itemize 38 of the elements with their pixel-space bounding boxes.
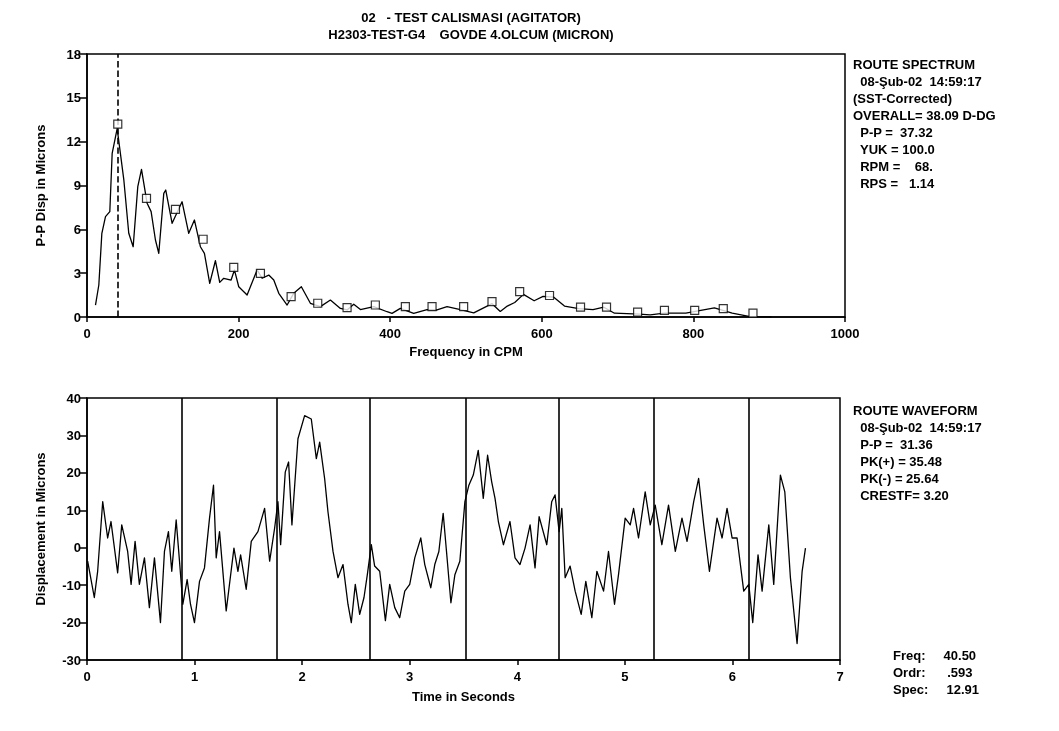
y-axis-title: P-P Disp in Microns [33,124,48,247]
y-tick-label: 3 [73,265,81,281]
x-tick-label: 200 [227,326,250,341]
y-tick-label: 9 [73,178,81,193]
x-tick-label: 2 [298,669,306,684]
y-axis-title: Displacement in Microns [33,452,48,606]
x-tick-label: 3 [406,669,414,684]
x-tick-label: 1 [190,669,199,684]
y-tick-label: -10 [62,577,81,593]
y-tick-label: 0 [73,309,81,325]
y-tick-label: -20 [62,615,81,631]
text: Freq: 40.50 Ordr: .593 Spec: 12.91 [893,648,979,697]
x-tick-label: 0 [83,669,91,684]
x-tick-label: 800 [682,326,705,341]
y-tick-label: 0 [73,540,81,556]
y-tick-label: -30 [62,652,81,668]
x-tick-label: 0 [83,326,91,341]
x-tick-label: 600 [530,326,553,341]
y-tick-label: 12 [66,134,81,150]
x-tick-label: 7 [836,669,844,684]
x-tick-label: 400 [379,326,402,341]
y-tick-label: 20 [66,465,81,481]
x-tick-label: 6 [728,669,737,684]
y-tick-label: 15 [66,90,81,106]
y-tick-label: 18 [66,46,81,62]
y-tick-label: 6 [73,221,81,237]
x-axis-title: Frequency in CPM [409,343,523,359]
y-tick-label: 10 [66,502,81,518]
x-tick-label: 5 [621,669,629,684]
x-tick-label: 4 [513,669,522,684]
text: ROUTE WAVEFORM 08-Şub-02 14:59:17 P-P = 31.36 PK(+) = 35.48 PK(-) = 25.64 CRESTF= 3.20 [853,403,982,503]
chart-subtitle: H2303-TEST-G4 GOVDE 4.OLCUM (MICRON) [328,27,614,42]
y-tick-label: 40 [66,390,81,406]
x-tick-label: 1000 [830,326,860,341]
chart-title: 02 - TEST CALISMASI (AGITATOR) [361,10,581,25]
x-axis-title: Time in Seconds [411,689,516,704]
text: ROUTE SPECTRUM 08-Şub-02 14:59:17 (SST-Corrected) OVERALL= 38.09 D-DG P-P = 37.32 YUK = 100.0 RPM = 68. RPS = 1.14 [853,57,996,191]
y-tick-label: 30 [66,427,81,443]
